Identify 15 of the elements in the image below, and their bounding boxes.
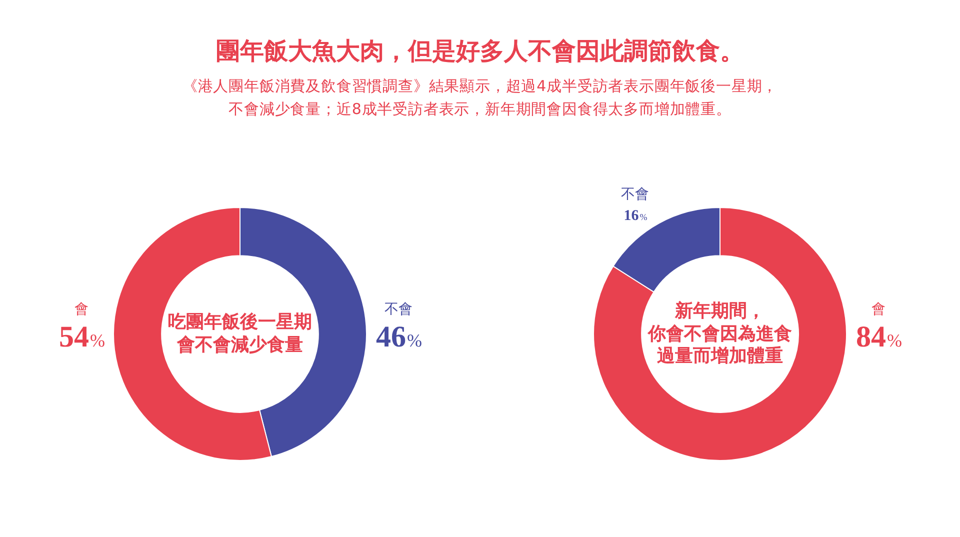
- text: 《港人團年飯消費及飲食習慣調查》結果顯示，超過4成半受訪者表示團年飯後一星期，不會減少食量；近8成半受訪者表示，新年期間會因食得太多而增加體重。: [181, 76, 779, 120]
- text: 新年期間，: [674, 300, 766, 323]
- text: 過量而增加體重: [656, 345, 784, 368]
- data-label: 84%: [856, 320, 902, 354]
- text: 團年飯大魚大肉，但是好多人不會因此調節飲食。: [215, 36, 745, 66]
- slice-label: 會: [74, 302, 88, 318]
- slice-label: 不會: [384, 302, 412, 318]
- text: 你會不會因為進食: [648, 322, 792, 346]
- data-label: 54%: [59, 320, 106, 354]
- text: 會不會減少食量: [176, 334, 304, 356]
- slice-label: 會: [872, 302, 886, 318]
- slice-label: 不會: [620, 186, 649, 203]
- data-label: 46%: [376, 320, 422, 354]
- text: 吃團年飯後一星期: [168, 312, 312, 334]
- data-label: 16%: [624, 208, 648, 224]
